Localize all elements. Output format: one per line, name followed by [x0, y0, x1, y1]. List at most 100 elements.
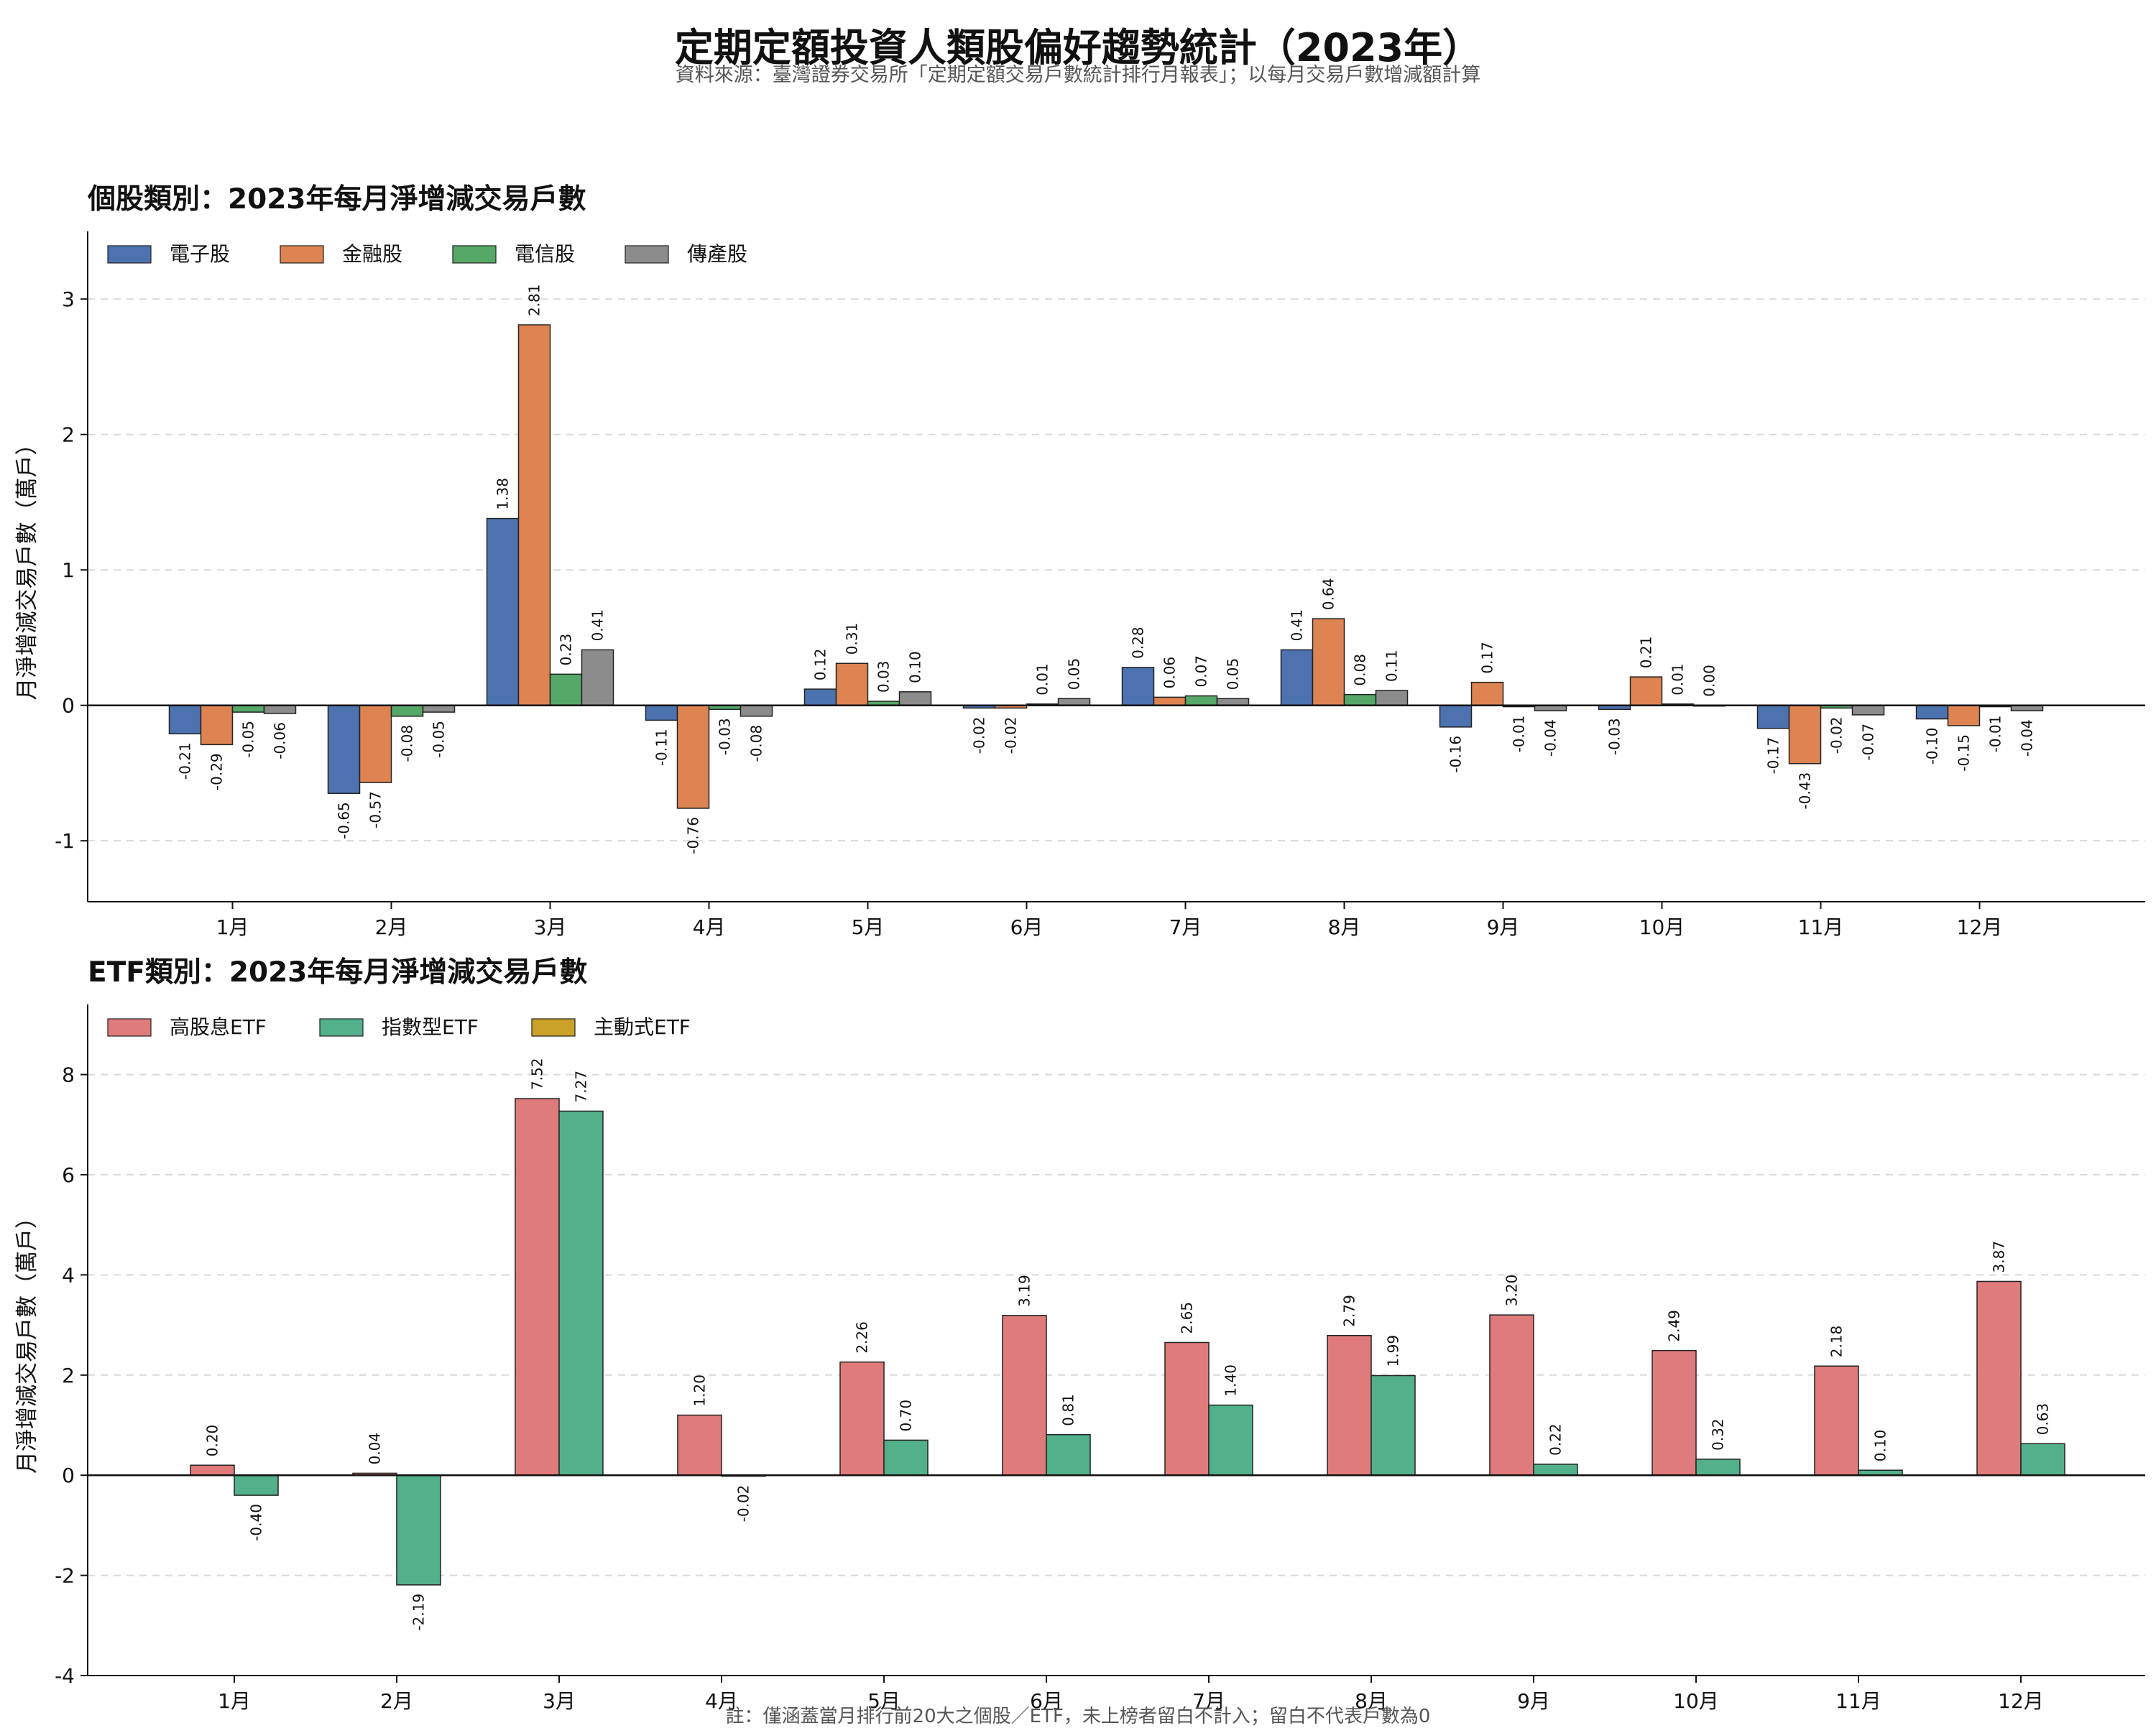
bar-value-label: -0.11 [653, 729, 671, 766]
bar-金融股-4月 [676, 704, 710, 809]
bar-value-label: 0.64 [1320, 578, 1337, 611]
bar-value-label: 7.27 [573, 1071, 590, 1103]
bar-金融股-2月 [359, 704, 392, 783]
bar-value-label: -0.05 [430, 721, 448, 758]
bar-指數型ETF-2月 [396, 1474, 441, 1586]
bar-指數型ETF-1月 [234, 1474, 279, 1496]
bar-高股息ETF-12月 [1976, 1280, 2022, 1476]
bar-value-label: 0.04 [367, 1433, 384, 1465]
bar-傳產股-3月 [581, 649, 614, 706]
y-tick-label: 8 [62, 1063, 75, 1087]
bar-指數型ETF-5月 [883, 1439, 929, 1476]
y-axis-title: 月淨增減交易戶數（萬戶） [14, 1206, 40, 1474]
legend-swatch [625, 245, 669, 264]
panel-title: ETF類別：2023年每月淨增減交易戶數 [88, 956, 587, 989]
legend-label: 傳產股 [687, 242, 747, 266]
bar-value-label: 2.81 [526, 285, 543, 317]
bar-電信股-8月 [1343, 693, 1377, 706]
bar-value-label: -0.05 [240, 721, 257, 758]
x-tick-label: 5月 [867, 1689, 900, 1713]
bar-value-label: -0.03 [1606, 718, 1623, 755]
bar-value-label: -0.76 [685, 817, 702, 854]
bar-value-label: 0.20 [204, 1425, 221, 1457]
bar-指數型ETF-12月 [2020, 1443, 2065, 1476]
y-tick-label: 0 [62, 694, 75, 718]
y-axis-title: 月淨增減交易戶數（萬戶） [14, 433, 40, 701]
bar-value-label: 0.07 [1193, 655, 1210, 688]
x-tick-label: 12月 [1957, 915, 2003, 939]
bar-value-label: 0.03 [875, 661, 893, 693]
bar-value-label: 0.17 [1479, 642, 1496, 674]
bar-金融股-7月 [1153, 696, 1187, 706]
bar-電子股-2月 [327, 704, 361, 794]
bar-value-label: 0.01 [1034, 663, 1051, 696]
bar-高股息ETF-9月 [1489, 1314, 1534, 1476]
bar-value-label: -0.02 [1828, 716, 1846, 754]
bar-電子股-7月 [1121, 667, 1155, 706]
x-tick-label: 7月 [1169, 915, 1202, 939]
bar-傳產股-2月 [422, 704, 456, 713]
bar-value-label: 0.70 [898, 1400, 915, 1432]
bar-高股息ETF-11月 [1814, 1365, 1859, 1476]
bar-高股息ETF-7月 [1164, 1341, 1210, 1476]
legend-label: 電信股 [515, 242, 575, 266]
bar-電子股-1月 [168, 704, 202, 735]
x-tick-label: 5月 [852, 915, 885, 939]
bar-value-label: 0.12 [812, 649, 829, 681]
bar-電信股-2月 [390, 704, 424, 717]
x-tick-label: 9月 [1487, 915, 1520, 939]
bar-value-label: 0.01 [1669, 663, 1687, 696]
bar-電子股-9月 [1439, 704, 1473, 728]
bar-value-label: 0.23 [558, 634, 575, 666]
bar-指數型ETF-9月 [1533, 1464, 1578, 1476]
bar-金融股-5月 [835, 662, 869, 706]
y-tick-label: -4 [55, 1664, 75, 1688]
y-tick-label: 4 [62, 1263, 75, 1287]
bar-金融股-9月 [1470, 681, 1504, 706]
bar-傳產股-11月 [1851, 704, 1885, 716]
x-tick-label: 8月 [1328, 915, 1361, 939]
x-tick-label: 11月 [1798, 915, 1844, 939]
y-tick-label: 6 [62, 1163, 75, 1187]
bar-value-label: -0.40 [248, 1504, 265, 1541]
x-tick-label: 8月 [1355, 1689, 1388, 1713]
bar-value-label: -0.02 [1003, 716, 1020, 754]
x-tick-label: 6月 [1030, 1689, 1063, 1713]
stock-chart-panel: 個股類別：2023年每月淨增減交易戶數 -1 0 1 2 3 月淨增減交易戶數（萬戶） -0.… [14, 183, 2145, 939]
x-tick-label: 1月 [218, 1689, 251, 1713]
y-tick-label: 2 [62, 1364, 75, 1387]
bar-value-label: 0.41 [1289, 609, 1306, 642]
y-tick-label: 1 [62, 558, 75, 582]
bar-傳產股-1月 [263, 704, 297, 714]
legend-swatch [280, 245, 324, 264]
bar-高股息ETF-1月 [190, 1464, 235, 1476]
bar-value-label: -0.08 [399, 725, 416, 762]
legend-label: 主動式ETF [594, 1015, 691, 1039]
bar-高股息ETF-4月 [677, 1414, 722, 1476]
bar-value-label: 0.08 [1352, 654, 1369, 686]
x-tick-label: 2月 [375, 915, 408, 939]
legend-label: 指數型ETF [382, 1015, 479, 1039]
bar-金融股-11月 [1788, 704, 1822, 764]
bar-value-label: 0.21 [1638, 637, 1655, 669]
bar-value-label: 0.41 [589, 609, 607, 642]
bar-value-label: 2.18 [1828, 1326, 1846, 1358]
bar-金融股-1月 [200, 704, 234, 746]
panel-title: 個股類別：2023年每月淨增減交易戶數 [87, 183, 586, 216]
bar-value-label: 2.65 [1179, 1302, 1196, 1334]
x-tick-label: 4月 [705, 1689, 738, 1713]
bar-value-label: -0.07 [1860, 724, 1877, 761]
x-tick-label: 12月 [1998, 1689, 2044, 1713]
bar-value-label: 0.32 [1710, 1418, 1727, 1451]
bar-value-label: 7.52 [529, 1058, 546, 1091]
bar-value-label: -0.65 [336, 802, 353, 839]
bar-value-label: -0.01 [1987, 716, 2004, 753]
bar-金融股-3月 [517, 324, 551, 706]
bar-value-label: 0.31 [844, 623, 861, 655]
bar-value-label: 0.28 [1130, 627, 1147, 659]
bar-高股息ETF-6月 [1002, 1315, 1047, 1476]
x-tick-label: 3月 [543, 1689, 576, 1713]
bar-高股息ETF-10月 [1651, 1349, 1697, 1476]
bar-value-label: -0.06 [272, 722, 289, 759]
bar-高股息ETF-3月 [515, 1098, 560, 1476]
